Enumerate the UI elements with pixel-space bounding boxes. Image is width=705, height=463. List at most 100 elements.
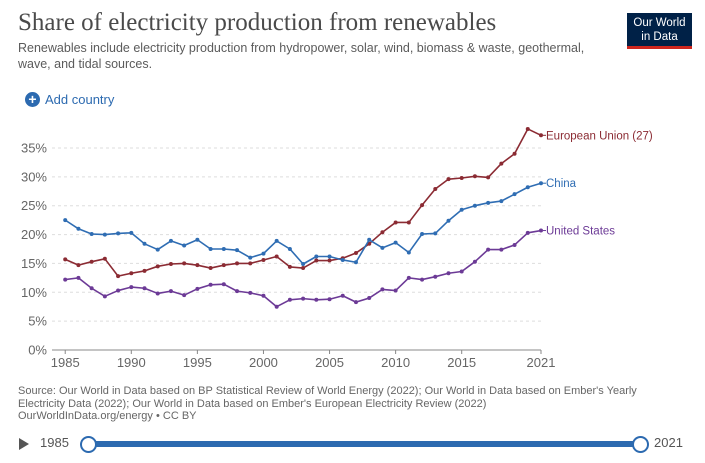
data-point-us [446, 271, 451, 276]
data-point-us [195, 286, 200, 291]
data-point-eu [248, 261, 253, 266]
data-point-us [287, 297, 292, 302]
data-point-china [195, 237, 200, 242]
data-point-china [116, 231, 121, 236]
y-tick-label: 10% [21, 285, 47, 300]
add-country-button[interactable]: + Add country [25, 92, 114, 107]
data-point-eu [472, 174, 477, 179]
data-point-eu [208, 266, 213, 271]
data-point-us [512, 242, 517, 247]
data-point-eu [76, 263, 81, 268]
data-point-eu [433, 186, 438, 191]
data-point-us [420, 277, 425, 282]
data-point-eu [301, 266, 306, 271]
grid-layer [52, 147, 541, 351]
data-point-us [367, 296, 372, 301]
data-point-eu [129, 271, 134, 276]
data-point-us [182, 293, 187, 298]
data-point-us [155, 291, 160, 296]
x-tick-label: 2005 [315, 355, 344, 370]
timeline-start-label: 1985 [40, 435, 69, 450]
y-tick-label: 0% [28, 343, 47, 358]
data-point-eu [63, 257, 68, 262]
data-point-china [129, 230, 134, 235]
data-point-china [525, 185, 530, 190]
add-country-label: Add country [45, 92, 115, 107]
data-point-eu [182, 261, 187, 266]
data-point-eu [380, 230, 385, 235]
timeline-track[interactable] [88, 441, 640, 447]
data-point-eu [195, 263, 200, 268]
data-point-us [76, 275, 81, 280]
chart-title: Share of electricity production from ren… [18, 9, 497, 36]
data-point-china [274, 238, 279, 243]
data-point-us [63, 277, 68, 282]
data-point-china [182, 243, 187, 248]
data-point-eu [102, 256, 107, 261]
data-point-china [327, 254, 332, 259]
data-point-us [116, 288, 121, 293]
timeline-start-handle[interactable] [80, 436, 97, 453]
x-tick-label: 2010 [381, 355, 410, 370]
data-point-us [89, 286, 94, 291]
data-point-eu [512, 151, 517, 156]
data-point-us [208, 282, 213, 287]
data-point-us [221, 282, 226, 287]
data-point-china [353, 260, 358, 265]
data-point-eu [287, 264, 292, 269]
data-point-eu [155, 264, 160, 269]
series-label-eu: European Union (27) [546, 130, 653, 142]
data-point-eu [261, 257, 266, 262]
data-point-us [142, 286, 147, 291]
x-tick-label: 2021 [527, 355, 556, 370]
data-point-china [420, 231, 425, 236]
data-point-china [433, 231, 438, 236]
data-point-china [142, 241, 147, 246]
chart-subtitle: Renewables include electricity productio… [18, 41, 585, 71]
play-icon[interactable] [19, 438, 29, 450]
data-point-us [301, 296, 306, 301]
y-tick-label: 25% [21, 198, 47, 213]
data-point-china [155, 247, 160, 252]
data-point-china [168, 238, 173, 243]
data-point-china [406, 250, 411, 255]
logo-line1: Our World [633, 17, 686, 29]
data-point-china [459, 207, 464, 212]
data-point-us [433, 274, 438, 279]
data-point-eu [420, 203, 425, 208]
data-point-us [539, 228, 543, 233]
series-label-china: China [546, 178, 577, 190]
data-point-eu [221, 263, 226, 268]
timeline-end-handle[interactable] [632, 436, 649, 453]
data-point-china [287, 247, 292, 251]
data-point-us [393, 288, 398, 293]
data-point-eu [459, 176, 464, 181]
x-tick-label: 1990 [117, 355, 146, 370]
data-point-eu [142, 268, 147, 273]
series-line-eu [64, 128, 542, 277]
owid-logo[interactable]: Our World in Data [627, 13, 692, 49]
data-point-eu [525, 126, 530, 131]
source-line2: Electricity Data (2022); Our World in Da… [18, 397, 487, 410]
data-point-china [314, 254, 319, 259]
data-point-us [102, 294, 107, 299]
data-point-eu [486, 175, 491, 180]
plus-icon: + [25, 92, 40, 107]
data-point-us [274, 304, 279, 309]
y-tick-label: 35% [21, 141, 47, 156]
data-point-us [327, 297, 332, 302]
y-tick-label: 5% [28, 314, 47, 329]
x-tick-label: 1985 [51, 355, 80, 370]
data-point-us [353, 300, 358, 305]
source-line3[interactable]: OurWorldInData.org/energy • CC BY [18, 410, 197, 422]
data-point-us [314, 297, 319, 302]
data-point-china [446, 218, 451, 223]
data-point-eu [168, 262, 173, 267]
data-point-china [472, 203, 477, 208]
data-point-china [301, 262, 306, 267]
timeline-end-label: 2021 [654, 435, 683, 450]
data-point-eu [446, 177, 451, 182]
series-layer [63, 126, 543, 309]
data-point-us [261, 293, 266, 298]
data-point-eu [327, 258, 332, 263]
